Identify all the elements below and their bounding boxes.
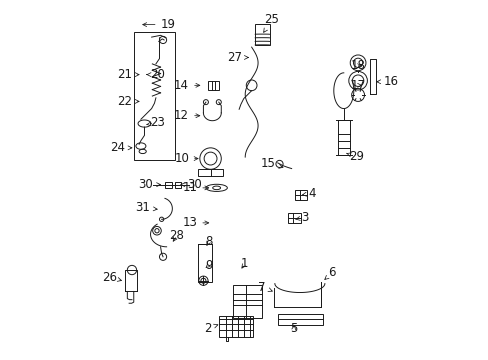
Text: 26: 26 [102,271,121,284]
Text: 10: 10 [174,152,198,165]
Text: 15: 15 [261,157,283,170]
Text: 17: 17 [349,79,365,92]
Bar [295,190,306,200]
Text: 4: 4 [302,187,316,200]
Text: 7: 7 [258,281,272,294]
Text: 12: 12 [174,109,200,122]
Text: 30: 30 [181,178,202,191]
Text: 24: 24 [110,141,132,154]
Text: 18: 18 [349,59,365,72]
Text: 6: 6 [324,266,335,279]
Bar [165,182,171,188]
Text: 3: 3 [295,211,308,224]
Text: 5: 5 [290,322,297,335]
Bar [134,32,175,160]
Text: 27: 27 [226,51,248,64]
Text: 1: 1 [241,257,248,270]
Text: 28: 28 [169,229,184,242]
Text: 25: 25 [263,13,279,32]
Bar [175,182,181,188]
Bar [278,314,323,325]
Bar [337,120,349,155]
Bar [198,244,211,282]
Bar [198,169,223,176]
Text: 14: 14 [174,79,200,92]
Text: 29: 29 [346,150,364,163]
Text: 20: 20 [146,68,164,81]
Bar [233,285,261,318]
Text: 9: 9 [205,258,212,271]
Bar [255,24,269,45]
Text: 13: 13 [182,216,208,229]
Text: 31: 31 [135,201,157,214]
Bar [219,316,253,337]
Text: 8: 8 [205,235,212,248]
Bar [287,213,300,223]
Text: 21: 21 [117,68,139,81]
Text: 11: 11 [182,181,208,194]
Text: 22: 22 [117,95,139,108]
Bar [207,81,219,90]
Text: 30: 30 [139,178,160,191]
Text: 23: 23 [146,116,164,129]
Text: 2: 2 [203,322,218,335]
Text: 16: 16 [376,75,398,88]
Text: 19: 19 [142,18,175,31]
